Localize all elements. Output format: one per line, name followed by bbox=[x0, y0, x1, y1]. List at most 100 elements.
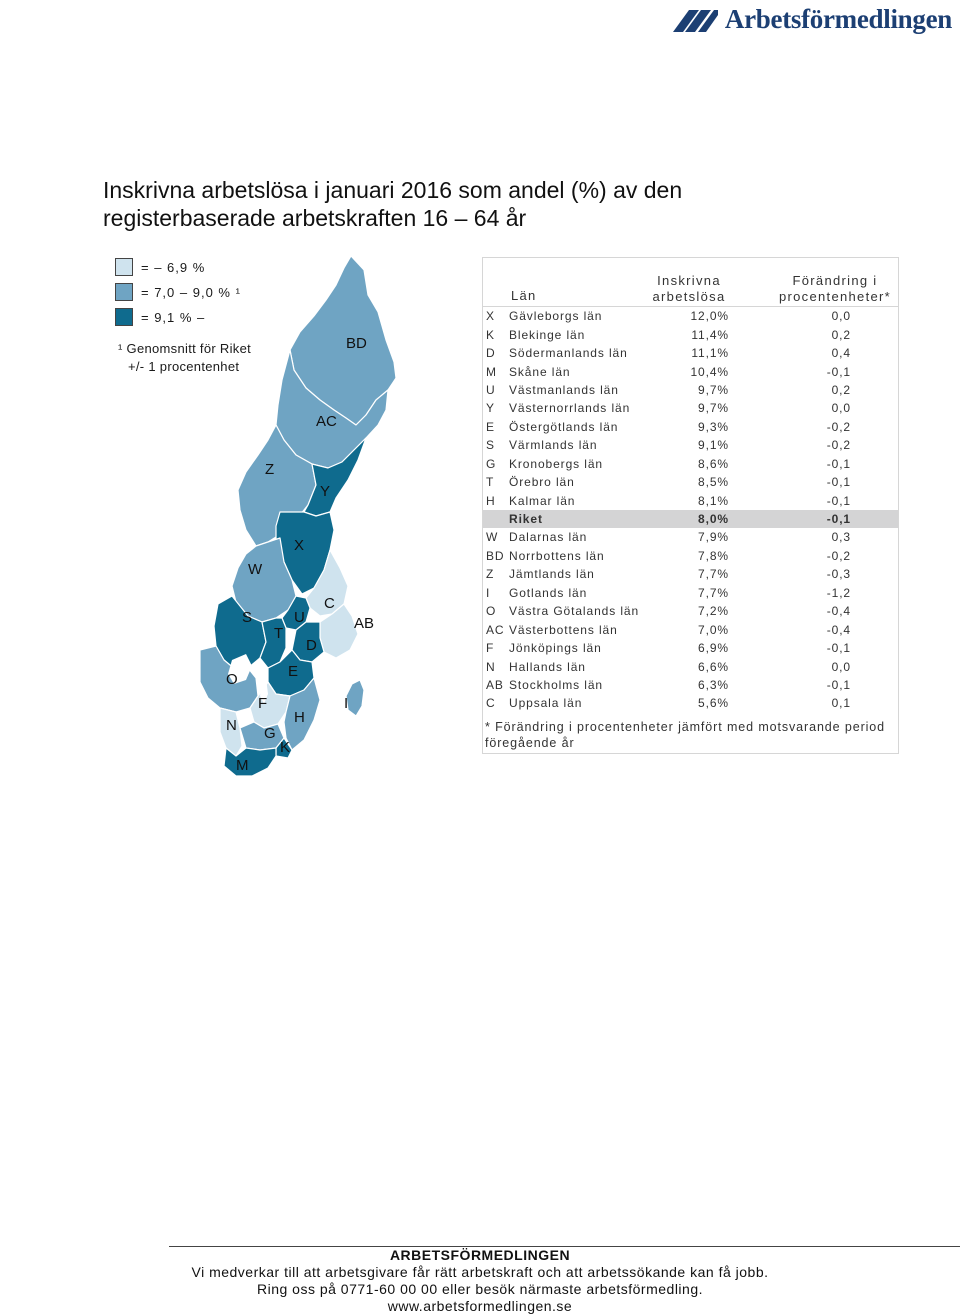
map-region-S bbox=[213, 595, 267, 671]
table-cell-change: 0,2 bbox=[831, 327, 851, 342]
table-cell-code: K bbox=[486, 327, 495, 342]
table-cell-value: 5,6% bbox=[698, 696, 729, 711]
map-label-H: H bbox=[294, 709, 305, 726]
map-label-Z: Z bbox=[265, 461, 274, 478]
table-cell-change: -0,1 bbox=[826, 475, 851, 490]
sweden-county-map: BD AC Z Y X W C S U AB T D O E F H I N G… bbox=[199, 255, 396, 777]
table-cell-value: 7,8% bbox=[698, 548, 729, 563]
table-header-change: Förändring i procentenheter* bbox=[778, 273, 891, 304]
table-cell-lan: Västerbottens län bbox=[509, 622, 618, 637]
table-cell-lan: Dalarnas län bbox=[509, 530, 588, 545]
table-cell-code: W bbox=[486, 530, 499, 545]
table-cell-change: 0,1 bbox=[831, 696, 851, 711]
table-cell-code: I bbox=[486, 585, 491, 600]
table-cell-change: -0,4 bbox=[826, 604, 851, 619]
legend-item-mid: = 7,0 – 9,0 % ¹ bbox=[115, 283, 275, 301]
table-cell-lan: Kalmar län bbox=[509, 493, 576, 508]
table-cell-value: 7,7% bbox=[698, 567, 729, 582]
table-cell-value: 8,1% bbox=[698, 493, 729, 508]
table-cell-code: BD bbox=[486, 548, 505, 563]
table-cell-change: -0,1 bbox=[826, 512, 851, 527]
page-title-line1: Inskrivna arbetslösa i januari 2016 som … bbox=[103, 177, 683, 203]
table-cell-lan: Västra Götalands län bbox=[509, 604, 640, 619]
table-cell-value: 8,0% bbox=[698, 512, 729, 527]
map-label-W: W bbox=[248, 561, 263, 578]
table-row: H Kalmar län 8,1% -0,1 bbox=[483, 491, 898, 509]
table-row: C Uppsala län 5,6% 0,1 bbox=[483, 694, 898, 712]
legend-note: ¹ Genomsnitt för Riket +/- 1 procentenhe… bbox=[118, 340, 251, 376]
map-label-O: O bbox=[226, 671, 238, 688]
table-cell-value: 6,6% bbox=[698, 659, 729, 674]
table-cell-value: 8,6% bbox=[698, 456, 729, 471]
map-region-Y bbox=[303, 437, 367, 517]
map-lake-vattern bbox=[260, 678, 268, 704]
table-cell-lan: Blekinge län bbox=[509, 327, 586, 342]
table-cell-change: -0,2 bbox=[826, 438, 851, 453]
page-title: Inskrivna arbetslösa i januari 2016 som … bbox=[103, 176, 823, 232]
table-cell-lan: Örebro län bbox=[509, 475, 575, 490]
table-cell-code: T bbox=[486, 475, 495, 490]
table-cell-code: O bbox=[486, 604, 497, 619]
legend-swatch-high bbox=[115, 308, 133, 326]
table-cell-value: 11,1% bbox=[691, 346, 729, 361]
table-cell-change: -0,1 bbox=[826, 456, 851, 471]
map-label-X: X bbox=[294, 537, 304, 554]
table-footnote: * Förändring i procentenheter jämfört me… bbox=[485, 719, 886, 750]
table-row: AC Västerbottens län 7,0% -0,4 bbox=[483, 620, 898, 638]
table-cell-lan: Skåne län bbox=[509, 364, 571, 379]
table-cell-value: 7,0% bbox=[698, 622, 729, 637]
table-cell-lan: Stockholms län bbox=[509, 677, 603, 692]
table-cell-lan: Jönköpings län bbox=[509, 641, 602, 656]
map-label-S: S bbox=[242, 609, 252, 626]
table-header-value: Inskrivna arbetslösa bbox=[652, 273, 726, 304]
table-cell-code: M bbox=[486, 364, 497, 379]
table-cell-lan: Östergötlands län bbox=[509, 419, 619, 434]
map-legend: = – 6,9 % = 7,0 – 9,0 % ¹ = 9,1 % – bbox=[115, 258, 275, 333]
table-cell-change: 0,2 bbox=[831, 382, 851, 397]
table-row: Y Västernorrlands län 9,7% 0,0 bbox=[483, 399, 898, 417]
map-region-H bbox=[283, 677, 321, 751]
unemployment-table: Län Inskrivna arbetslösa Förändring i pr… bbox=[482, 257, 899, 754]
table-cell-value: 7,7% bbox=[698, 585, 729, 600]
table-cell-value: 7,2% bbox=[698, 604, 729, 619]
legend-swatch-mid bbox=[115, 283, 133, 301]
legend-swatch-low bbox=[115, 258, 133, 276]
table-cell-code: F bbox=[486, 641, 495, 656]
table-cell-change: -0,1 bbox=[826, 641, 851, 656]
map-label-M: M bbox=[236, 757, 249, 774]
map-label-G: G bbox=[264, 725, 276, 742]
table-cell-value: 6,3% bbox=[698, 677, 729, 692]
table-cell-code: AC bbox=[486, 622, 505, 637]
page-title-line2: registerbaserade arbetskraften 16 – 64 å… bbox=[103, 205, 527, 231]
table-row: T Örebro län 8,5% -0,1 bbox=[483, 473, 898, 491]
table-cell-change: 0,4 bbox=[831, 346, 851, 361]
table-cell-change: -0,2 bbox=[826, 419, 851, 434]
table-cell-code: X bbox=[486, 309, 495, 324]
table-cell-lan: Riket bbox=[509, 512, 543, 527]
table-row: M Skåne län 10,4% -0,1 bbox=[483, 362, 898, 380]
map-label-U: U bbox=[294, 609, 305, 626]
table-header-lan: Län bbox=[511, 288, 537, 303]
map-region-N bbox=[219, 707, 243, 757]
map-label-BD: BD bbox=[346, 335, 367, 352]
table-row: F Jönköpings län 6,9% -0,1 bbox=[483, 639, 898, 657]
legend-item-low: = – 6,9 % bbox=[115, 258, 275, 276]
table-cell-lan: Kronobergs län bbox=[509, 456, 603, 471]
table-cell-lan: Jämtlands län bbox=[509, 567, 595, 582]
map-label-N: N bbox=[226, 717, 237, 734]
table-row-riket: Riket 8,0% -0,1 bbox=[483, 509, 898, 529]
legend-item-high: = 9,1 % – bbox=[115, 308, 275, 326]
table-row: X Gävleborgs län 12,0% 0,0 bbox=[483, 307, 898, 325]
legend-label-low: = – 6,9 % bbox=[141, 259, 206, 275]
table-cell-code: Z bbox=[486, 567, 495, 582]
table-cell-change: -0,1 bbox=[826, 493, 851, 508]
table-cell-code: H bbox=[486, 493, 496, 508]
table-cell-value: 7,9% bbox=[698, 530, 729, 545]
map-label-I: I bbox=[344, 695, 348, 712]
table-cell-code: D bbox=[486, 346, 496, 361]
table-cell-value: 9,3% bbox=[698, 419, 729, 434]
table-cell-value: 8,5% bbox=[698, 475, 729, 490]
table-cell-code: Y bbox=[486, 401, 495, 416]
table-cell-value: 6,9% bbox=[698, 641, 729, 656]
table-cell-code: C bbox=[486, 696, 496, 711]
